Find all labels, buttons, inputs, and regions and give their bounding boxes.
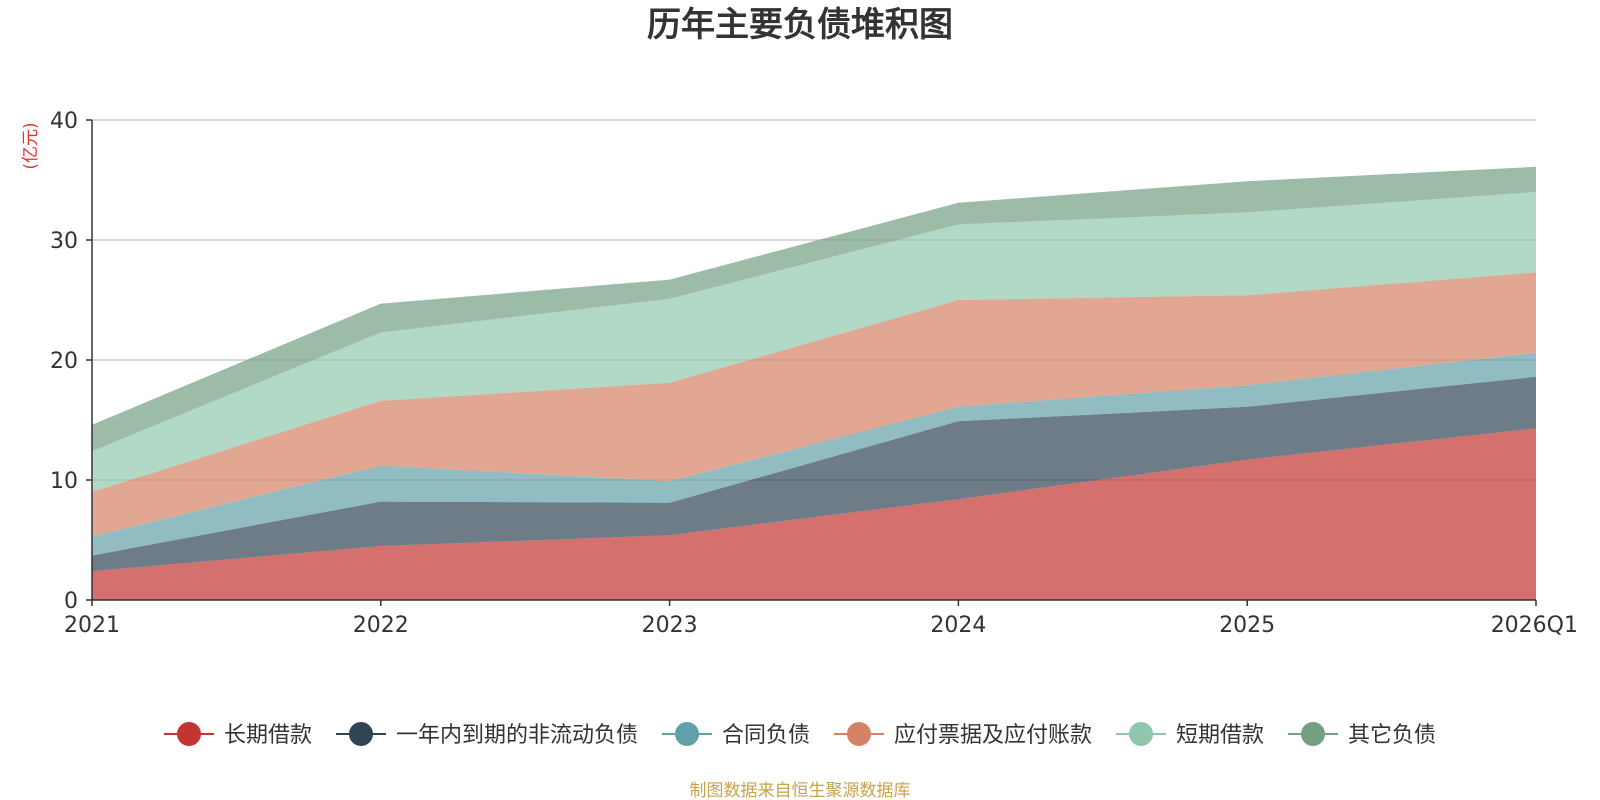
data-source-note: 制图数据来自恒生聚源数据库 [690, 781, 911, 800]
y-tick-label: 0 [64, 589, 78, 614]
legend-marker [847, 722, 871, 746]
x-tick-label: 2023 [642, 613, 698, 638]
y-tick-label: 30 [50, 229, 78, 254]
area-series-2[interactable] [92, 376, 1536, 572]
area-series-6[interactable] [92, 166, 1536, 452]
legend-label: 应付票据及应付账款 [894, 723, 1092, 748]
y-tick-label: 20 [50, 349, 78, 374]
legend-item-3[interactable]: 合同负债 [662, 722, 810, 748]
chart-title: 历年主要负债堆积图 [647, 5, 953, 45]
x-tick-label: 2026Q1 [1491, 613, 1578, 638]
x-tick-label: 2021 [64, 613, 120, 638]
legend-item-1[interactable]: 长期借款 [164, 722, 312, 748]
legend-item-4[interactable]: 应付票据及应付账款 [834, 722, 1092, 748]
legend[interactable]: 长期借款 一年内到期的非流动负债 合同负债 应付票据及应付账款 短期借款 其它负债 [164, 722, 1436, 748]
y-tick-label: 40 [50, 109, 78, 134]
legend-label: 长期借款 [224, 723, 312, 748]
x-axis-ticks: 2021 2022 2023 2024 2025 2026Q1 [64, 600, 1578, 638]
area-series [92, 166, 1536, 600]
legend-item-6[interactable]: 其它负债 [1288, 722, 1436, 748]
legend-marker [1129, 722, 1153, 746]
legend-item-2[interactable]: 一年内到期的非流动负债 [336, 722, 638, 748]
legend-item-5[interactable]: 短期借款 [1116, 722, 1264, 748]
legend-label: 短期借款 [1176, 723, 1264, 748]
legend-label: 其它负债 [1348, 723, 1436, 748]
legend-label: 合同负债 [722, 723, 810, 748]
area-series-3[interactable] [92, 352, 1536, 556]
area-series-4[interactable] [92, 272, 1536, 537]
legend-marker [177, 722, 201, 746]
y-axis-unit: (亿元) [21, 122, 41, 169]
x-tick-label: 2022 [353, 613, 409, 638]
legend-marker [1301, 722, 1325, 746]
x-tick-label: 2024 [930, 613, 986, 638]
y-tick-label: 10 [50, 469, 78, 494]
area-series-5[interactable] [92, 192, 1536, 492]
legend-marker [675, 722, 699, 746]
legend-marker [349, 722, 373, 746]
area-series-1[interactable] [92, 428, 1536, 600]
y-axis-ticks: 0 10 20 30 40 [50, 109, 92, 614]
x-tick-label: 2025 [1219, 613, 1275, 638]
legend-label: 一年内到期的非流动负债 [396, 723, 638, 748]
